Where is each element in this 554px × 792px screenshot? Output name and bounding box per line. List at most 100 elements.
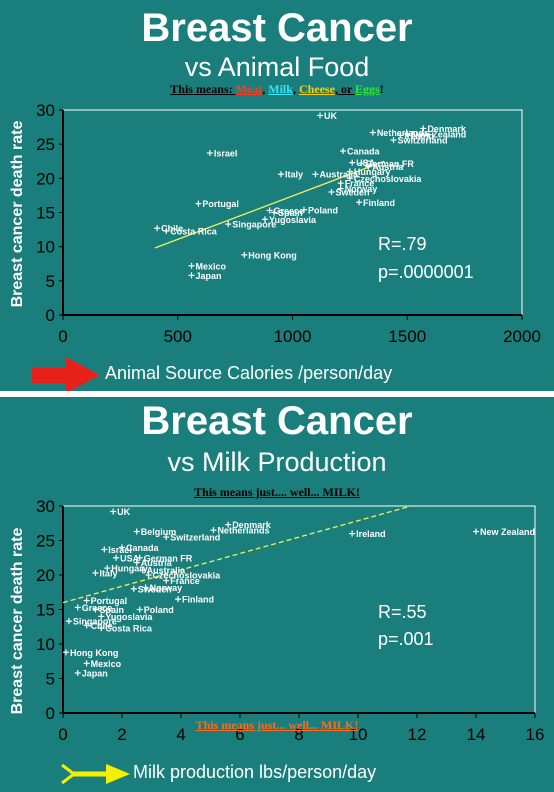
data-point: Australia bbox=[312, 170, 359, 180]
point-label: Costa Rica bbox=[170, 226, 218, 236]
x-tick-label: 4 bbox=[176, 725, 185, 744]
chart-panel-animal-food: Breast Cancer vs Animal Food This means:… bbox=[0, 0, 554, 391]
data-point: Hungary bbox=[104, 564, 148, 574]
means-meat: Meat bbox=[235, 82, 263, 96]
point-label: Costa Rica bbox=[105, 624, 153, 634]
data-point: Singapore bbox=[225, 220, 276, 230]
point-label: Spain bbox=[99, 605, 124, 615]
point-label: Italy bbox=[99, 568, 117, 578]
data-point: Norway bbox=[337, 184, 377, 194]
point-label: USA bbox=[120, 553, 140, 563]
chart-title: Breast Cancer bbox=[141, 6, 413, 50]
y-tick-label: 30 bbox=[36, 497, 55, 516]
data-point: New Zealand bbox=[404, 129, 466, 139]
point-label: New Zealand bbox=[411, 129, 466, 139]
data-point: Hungary bbox=[346, 167, 391, 177]
point-label: Chile bbox=[161, 224, 183, 234]
data-point: Italy bbox=[278, 170, 303, 180]
data-point: Australia bbox=[139, 566, 186, 576]
y-tick-label: 10 bbox=[36, 238, 55, 257]
point-label: Norway bbox=[150, 583, 183, 593]
data-point: UK bbox=[317, 111, 338, 121]
y-tick-label: 10 bbox=[36, 635, 55, 654]
point-label: Spain bbox=[278, 208, 303, 218]
point-label: Hungary bbox=[111, 564, 148, 574]
point-label: Belgium bbox=[141, 527, 177, 537]
means-eggs: Eggs bbox=[355, 82, 380, 96]
chart-subtitle: vs Milk Production bbox=[167, 447, 387, 477]
x-tick-label: 8 bbox=[294, 725, 303, 744]
data-point: Japan bbox=[74, 668, 108, 678]
point-label: Sweden bbox=[336, 188, 370, 198]
point-label: Denmark bbox=[427, 124, 467, 134]
means-or: , or bbox=[334, 82, 356, 96]
data-point: Finland bbox=[175, 595, 214, 605]
data-point: Israel bbox=[206, 149, 238, 159]
data-point: Mexico bbox=[188, 261, 227, 271]
x-tick-label: 0 bbox=[58, 327, 67, 346]
data-point: Denmark bbox=[225, 520, 272, 530]
scatter-plot-milk-production: 0 5 10 15 20 25 30 0 2 4 6 8 10 12 14 16 UK DenmarkNether… bbox=[36, 497, 544, 744]
x-tick-label: 2000 bbox=[503, 327, 541, 346]
point-label: Netherlands bbox=[217, 526, 269, 536]
point-label: Austria bbox=[372, 162, 404, 172]
correlation-r: R=.79 bbox=[378, 234, 427, 254]
point-label: Singapore bbox=[73, 617, 117, 627]
point-label: UK bbox=[324, 111, 337, 121]
point-label: Switzerland bbox=[397, 136, 447, 146]
correlation-r: R=.55 bbox=[378, 602, 427, 622]
point-label: New Zealand bbox=[480, 527, 535, 537]
point-label: Japan bbox=[82, 668, 108, 678]
data-point: Czechoslovakia bbox=[346, 174, 422, 184]
data-point: UK bbox=[110, 507, 131, 517]
data-point: German FR bbox=[358, 159, 414, 169]
data-point: Finland bbox=[356, 198, 395, 208]
trend-line bbox=[62, 505, 412, 604]
data-point: Czechoslovakia bbox=[145, 571, 221, 581]
point-label: Israel bbox=[214, 149, 238, 159]
data-point: Netherlands bbox=[369, 128, 429, 138]
point-label: Singapore bbox=[232, 220, 276, 230]
means-cheese: Cheese bbox=[298, 82, 335, 96]
x-tick-label: 14 bbox=[467, 725, 486, 744]
point-label: USA bbox=[356, 158, 376, 168]
x-tick-label: 500 bbox=[164, 327, 192, 346]
point-label: Canada bbox=[347, 147, 381, 157]
data-point: Chile bbox=[154, 224, 183, 234]
p-value: p=.001 bbox=[378, 629, 434, 649]
data-point: Italy bbox=[92, 568, 117, 578]
data-point: Singapore bbox=[65, 617, 117, 627]
data-point: Hong Kong bbox=[241, 250, 297, 260]
point-label: Yugoslavia bbox=[105, 612, 153, 622]
point-label: Hungary bbox=[354, 167, 391, 177]
point-label: Denmark bbox=[232, 520, 272, 530]
data-point: USA bbox=[349, 158, 376, 168]
x-tick-label: 1000 bbox=[274, 327, 312, 346]
data-point: Denmark bbox=[420, 124, 467, 134]
x-axis-label: Milk production lbs/person/day bbox=[133, 762, 377, 782]
data-point: Israel bbox=[101, 545, 132, 555]
data-point: Switzerland bbox=[163, 533, 220, 543]
data-point: Poland bbox=[136, 605, 174, 615]
point-label: UK bbox=[117, 507, 130, 517]
data-point: France bbox=[337, 179, 374, 189]
data-point: German FR bbox=[136, 553, 193, 563]
y-axis-label: Breast cancer death rate bbox=[9, 120, 26, 308]
data-point: Hong Kong bbox=[62, 648, 118, 658]
data-point: Norway bbox=[142, 583, 183, 593]
point-label: Poland bbox=[144, 605, 174, 615]
data-point: New Zealand bbox=[473, 527, 535, 537]
data-point: Mexico bbox=[83, 659, 122, 669]
point-label: Netherlands bbox=[377, 128, 429, 138]
y-axis-label: Breast cancer death rate bbox=[9, 527, 26, 715]
point-label: Finland bbox=[182, 595, 214, 605]
y-tick-label: 15 bbox=[36, 204, 55, 223]
data-point: Greece bbox=[74, 603, 112, 613]
point-label: Ireland bbox=[356, 529, 386, 539]
trend-line bbox=[154, 160, 385, 249]
data-point: Poland bbox=[300, 205, 338, 215]
point-label: Yugoslavia bbox=[269, 215, 317, 225]
x-tick-label: 12 bbox=[408, 725, 427, 744]
data-point: Canada bbox=[339, 147, 381, 157]
y-tick-label: 15 bbox=[36, 601, 55, 620]
